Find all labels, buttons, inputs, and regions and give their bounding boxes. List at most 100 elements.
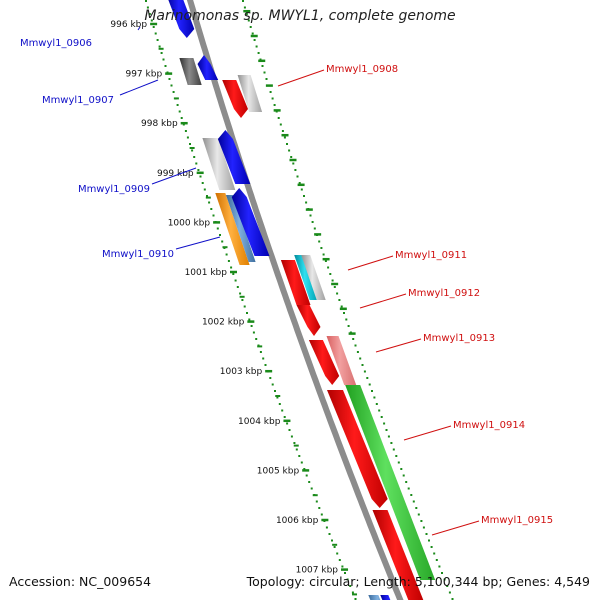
guide-dot <box>277 117 280 119</box>
guide-dot <box>255 45 258 48</box>
guide-dot <box>347 325 350 327</box>
guide-dot <box>263 71 266 74</box>
guide-dot <box>243 6 246 9</box>
guide-dot <box>156 39 159 41</box>
leader-line <box>375 338 422 353</box>
guide-dot <box>255 338 258 340</box>
guide-dot <box>336 292 339 295</box>
guide-dot <box>257 52 260 54</box>
tick-label: 1001 kbp <box>185 268 228 278</box>
guide-dot <box>145 0 147 2</box>
guide-dot <box>415 507 418 509</box>
guide-dot <box>383 422 386 425</box>
gene-feature <box>215 193 250 265</box>
guide-dot <box>195 162 198 165</box>
guide-dot <box>286 143 288 145</box>
guide-dot <box>402 474 405 477</box>
guide-dot <box>242 0 244 2</box>
guide-dot <box>150 19 153 22</box>
guide-dot <box>361 364 364 366</box>
gene-label: Mmwyl1_0913 <box>423 333 495 344</box>
gene-feature <box>294 255 318 300</box>
tick-label: 1006 kbp <box>276 516 319 526</box>
guide-dot <box>371 390 373 392</box>
guide-dot <box>212 214 215 217</box>
tick-label: 999 kbp <box>157 169 194 179</box>
leader-line <box>119 79 159 96</box>
gene-label: Mmwyl1_0907 <box>42 95 114 106</box>
guide-dot <box>349 585 352 587</box>
guide-dot <box>375 403 378 405</box>
guide-dot <box>311 221 314 223</box>
guide-dot <box>338 559 341 561</box>
guide-dot <box>425 533 428 535</box>
gene-label: Mmwyl1_0909 <box>78 184 150 195</box>
guide-dot <box>269 377 272 379</box>
guide-dot <box>438 565 441 568</box>
guide-dot <box>351 591 354 594</box>
guide-dot <box>293 442 296 444</box>
guide-dot <box>248 318 251 321</box>
guide-dot <box>345 318 348 321</box>
guide-dot <box>290 156 293 158</box>
tick-label: 998 kbp <box>141 119 178 129</box>
leader-line <box>403 425 452 441</box>
guide-dot <box>322 253 325 256</box>
guide-dot <box>164 65 167 67</box>
gene-label: Mmwyl1_0910 <box>102 249 174 260</box>
gene-feature <box>222 80 248 118</box>
gene-feature <box>345 385 436 580</box>
guide-dot <box>197 169 200 171</box>
guide-dot <box>259 58 262 61</box>
guide-dot <box>201 182 204 184</box>
gene-feature <box>168 0 195 38</box>
guide-dot <box>313 227 316 230</box>
guide-dot <box>216 227 219 230</box>
guide-dot <box>356 351 359 353</box>
leader-line <box>137 26 141 31</box>
guide-dot <box>433 552 436 555</box>
guide-dot <box>298 455 301 457</box>
guide-dot <box>446 585 449 587</box>
guide-dot <box>340 305 343 308</box>
guide-dot <box>269 91 272 93</box>
gene-labels: Mmwyl1_0906 Mmwyl1_0907 Mmwyl1_0909 Mmwyl1_… <box>20 26 553 536</box>
tick-label: 1004 kbp <box>238 417 281 427</box>
guide-dot <box>230 266 233 269</box>
guide-dot <box>344 572 346 574</box>
guide-dot <box>378 409 381 412</box>
guide-dot <box>296 175 299 178</box>
right-track-guide <box>242 0 454 600</box>
gene-feature <box>327 390 388 508</box>
genome-summary-text: Topology: circular; Length: 5,100,344 bp… <box>246 574 590 589</box>
guide-dot <box>199 175 202 178</box>
gene-label: Mmwyl1_0915 <box>481 515 553 526</box>
guide-dot <box>448 591 451 594</box>
guide-dot <box>395 455 398 457</box>
gene-label: Mmwyl1_0908 <box>326 64 398 75</box>
gene-label: Mmwyl1_0912 <box>408 288 480 299</box>
guide-dot <box>249 26 252 28</box>
gene-feature <box>296 305 321 336</box>
guide-dot <box>251 32 254 35</box>
guide-dot <box>300 188 303 191</box>
guide-dot <box>160 52 163 54</box>
guide-dot <box>232 273 235 275</box>
gene-features <box>168 0 436 600</box>
gene-feature <box>380 595 391 600</box>
guide-dot <box>276 396 279 399</box>
guide-dot <box>325 526 328 529</box>
guide-dot <box>354 598 357 600</box>
leader-line <box>347 255 394 271</box>
guide-dot <box>380 416 383 418</box>
guide-dot <box>331 539 333 542</box>
guide-dot <box>253 39 256 41</box>
guide-dot <box>435 559 438 561</box>
leader-line <box>151 167 197 185</box>
guide-dot <box>430 546 433 548</box>
guide-dot <box>298 182 301 184</box>
guide-dot <box>343 312 345 314</box>
guide-dot <box>271 383 274 386</box>
guide-dot <box>305 201 308 204</box>
